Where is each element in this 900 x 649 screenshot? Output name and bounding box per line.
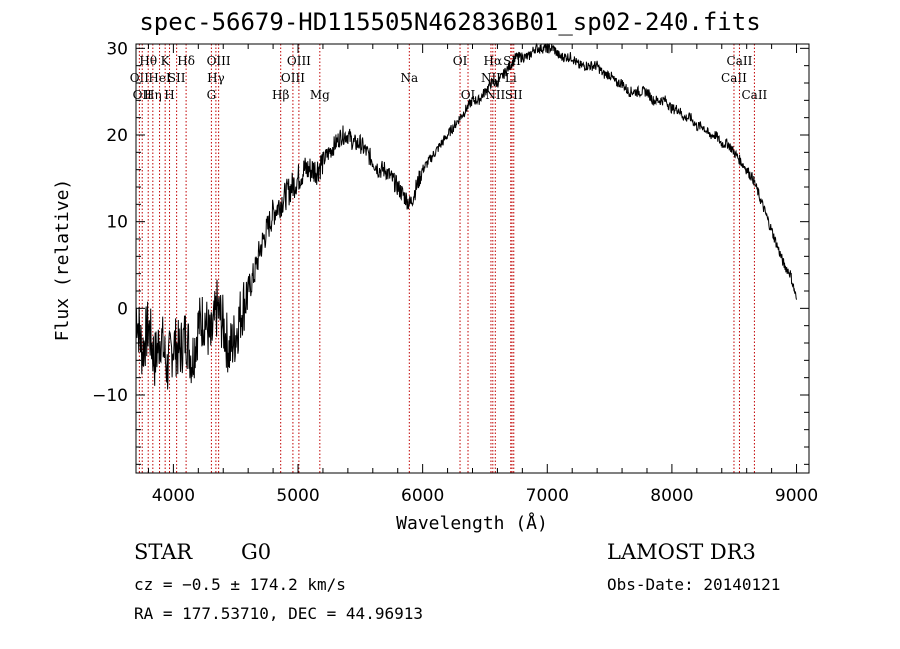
line-label-9: G [207, 88, 217, 102]
line-label-6: H [164, 88, 174, 102]
line-label-11: OIII [207, 54, 231, 68]
line-label-17: OI [453, 54, 468, 68]
y-tick-label-2: 10 [106, 213, 128, 233]
x-tick-label-2: 6000 [401, 486, 444, 506]
subclass: G0 [241, 540, 272, 564]
line-label-26: CaII [727, 54, 753, 68]
line-label-0: OII [130, 71, 150, 85]
line-label-5: K [161, 54, 171, 68]
line-label-25: CaII [721, 71, 747, 85]
line-label-2: Hθ [139, 54, 157, 68]
line-label-22: Li [505, 71, 517, 85]
x-tick-label-0: 4000 [152, 486, 195, 506]
line-label-4: HeI [148, 71, 171, 85]
line-label-21: NII [485, 88, 505, 102]
x-tick-label-5: 9000 [775, 486, 818, 506]
line-label-1: OII [133, 88, 153, 102]
line-label-3: Hη [144, 88, 162, 102]
x-axis-label: Wavelength (Å) [396, 512, 548, 534]
flux-line [135, 42, 797, 390]
obs-date: Obs-Date: 20140121 [607, 575, 781, 594]
line-label-27: CaII [741, 88, 767, 102]
line-label-8: Hδ [177, 54, 195, 68]
y-axis-label: Flux (relative) [52, 179, 73, 342]
y-tick-label-4: 30 [106, 39, 128, 59]
line-label-7: SII [168, 71, 186, 85]
line-label-15: Mg [310, 88, 330, 102]
y-tick-label-1: 0 [117, 299, 128, 319]
line-label-16: Na [400, 71, 418, 85]
coordinates: RA = 177.53710, DEC = 44.96913 [134, 604, 423, 623]
line-label-13: OIII [281, 71, 305, 85]
object-class: STAR [134, 540, 193, 564]
survey-name: LAMOST DR3 [607, 540, 756, 564]
x-tick-label-3: 7000 [526, 486, 569, 506]
line-label-10: Hγ [207, 71, 225, 85]
line-label-14: OIII [287, 54, 311, 68]
axis-ticks: 4000 5000 6000 7000 8000 9000 −10 0 10 20 30 [92, 39, 818, 506]
plot-frame [135, 43, 810, 474]
line-label-12: Hβ [272, 88, 289, 102]
chart-title: spec-56679-HD115505N462836B01_sp02-240.f… [139, 8, 761, 36]
y-tick-label-3: 20 [106, 126, 128, 146]
line-label-20: Hα [484, 54, 503, 68]
redshift-cz: cz = −0.5 ± 174.2 km/s [134, 575, 346, 594]
x-tick-label-4: 8000 [650, 486, 693, 506]
line-label-24: SII [505, 88, 523, 102]
spectrum-series [135, 42, 797, 390]
y-tick-label-0: −10 [92, 386, 128, 406]
x-tick-label-1: 5000 [276, 486, 319, 506]
